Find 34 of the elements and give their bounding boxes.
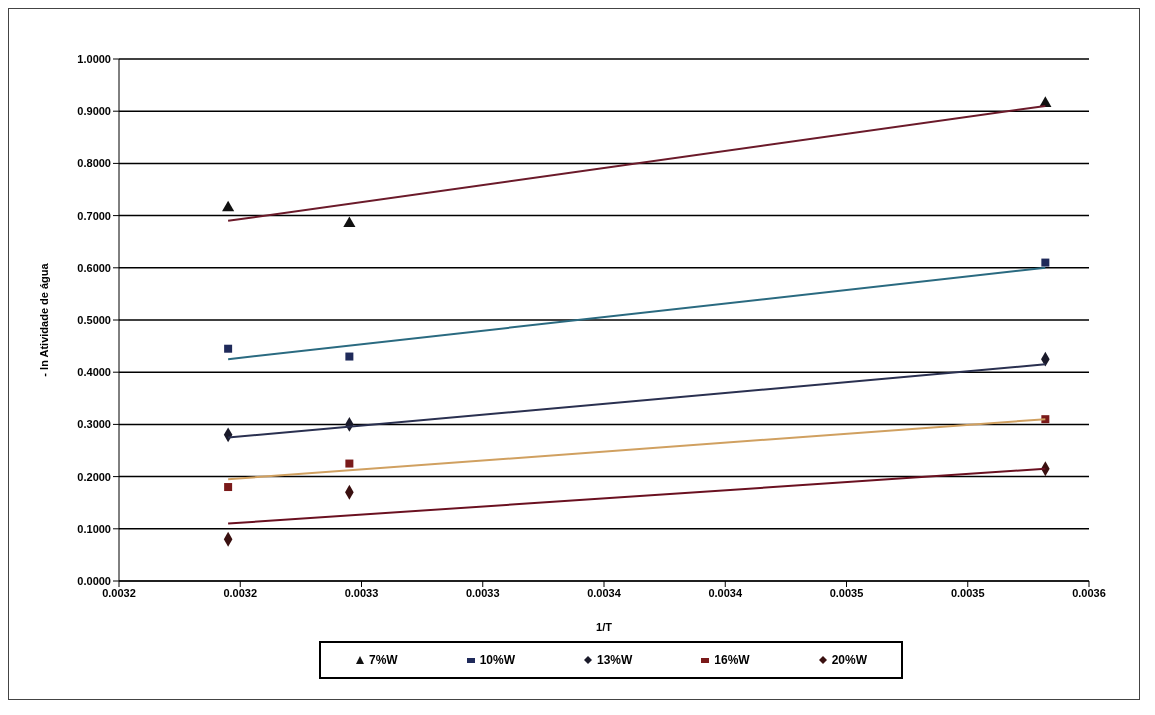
- y-tick-label: 0.3000: [77, 418, 111, 431]
- legend-label: 16%W: [714, 653, 750, 667]
- y-tick-label: 1.0000: [77, 52, 111, 65]
- point: [345, 352, 354, 361]
- y-tick-label: 0.6000: [77, 261, 111, 274]
- point: [343, 216, 356, 227]
- point: [1041, 258, 1050, 267]
- point: [224, 344, 233, 353]
- x-tick-label: 0.0036: [1072, 586, 1106, 599]
- x-tick-label: 0.0035: [829, 586, 864, 599]
- legend-label: 10%W: [479, 653, 515, 667]
- x-tick-label: 0.0032: [223, 586, 258, 599]
- y-tick-label: 0.4000: [77, 366, 111, 379]
- point: [345, 459, 354, 468]
- y-tick-label: 0.9000: [77, 105, 111, 118]
- x-tick-label: 0.0033: [465, 586, 500, 599]
- y-tick-label: 0.7000: [77, 209, 111, 222]
- x-tick-label: 0.0032: [102, 586, 136, 599]
- point: [224, 483, 233, 492]
- y-tick-label: 0.8000: [77, 157, 111, 170]
- x-tick-label: 0.0035: [950, 586, 985, 599]
- x-tick-label: 0.0033: [344, 586, 379, 599]
- legend-label: 13%W: [596, 653, 633, 667]
- legend-label: 7%W: [368, 653, 398, 667]
- y-tick-label: 0.0000: [77, 574, 111, 587]
- x-axis-title: 1/T: [596, 621, 613, 633]
- x-tick-label: 0.0034: [708, 586, 743, 599]
- y-tick-label: 0.2000: [77, 470, 111, 483]
- x-tick-label: 0.0034: [587, 586, 622, 599]
- y-axis-title: - ln Atividade de água: [37, 262, 50, 377]
- y-tick-label: 0.5000: [77, 313, 111, 326]
- y-tick-label: 0.1000: [77, 522, 111, 535]
- legend-label: 20%W: [831, 653, 867, 667]
- point: [222, 200, 235, 212]
